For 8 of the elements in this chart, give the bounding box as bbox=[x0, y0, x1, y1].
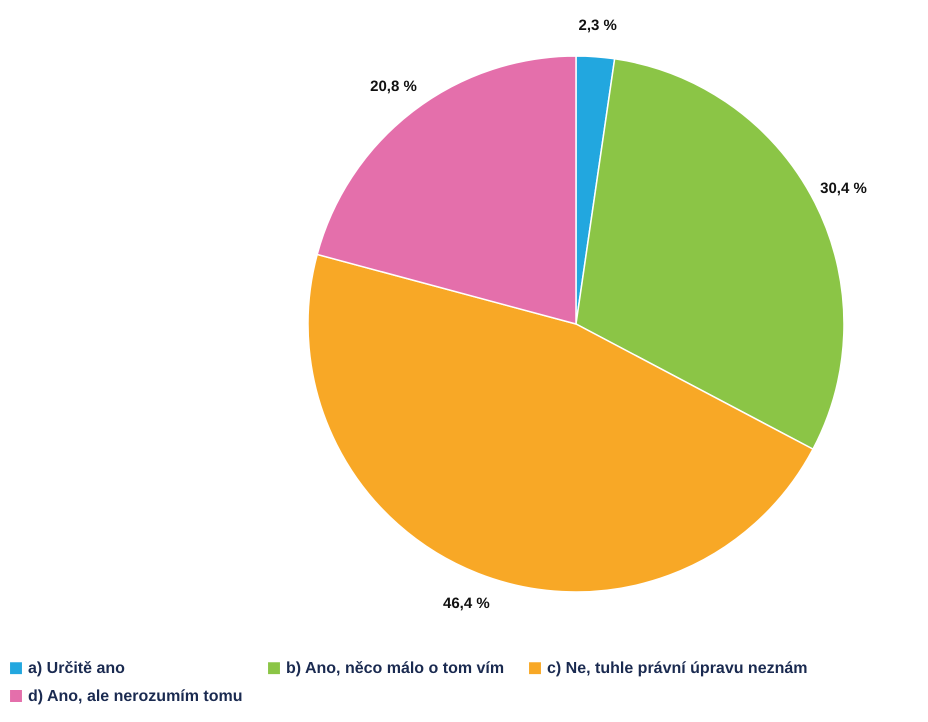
data-label: 46,4 % bbox=[442, 595, 490, 612]
legend-label: a) Určitě ano bbox=[28, 660, 126, 678]
legend-label: c) Ne, tuhle právní úpravu neznám bbox=[547, 660, 808, 678]
legend-label: d) Ano, ale nerozumím tomu bbox=[28, 688, 243, 705]
data-label: 2,3 % bbox=[578, 16, 617, 34]
data-label: 30,4 % bbox=[820, 180, 867, 198]
legend-label: b) Ano, něco málo o tom vím bbox=[286, 660, 504, 678]
data-label: 20,8 % bbox=[370, 78, 417, 95]
